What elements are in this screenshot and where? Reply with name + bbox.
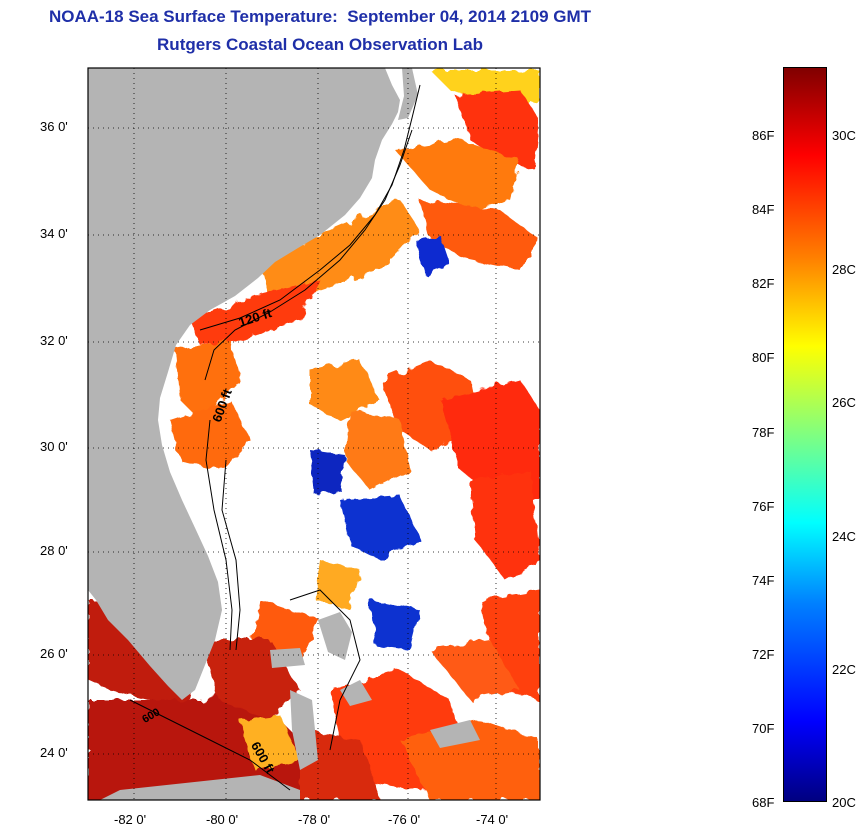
lon-label-82: -82 0': [114, 812, 147, 827]
lat-label-24: 24 0': [40, 745, 68, 760]
cb-label-30c: 30C: [832, 128, 856, 143]
colorbar-gradient: [783, 67, 827, 802]
sst-patches: [88, 70, 540, 800]
cb-label-72f: 72F: [752, 647, 775, 662]
cb-label-76f: 76F: [752, 499, 775, 514]
land-bahamas: [100, 612, 480, 800]
map-subtitle: Rutgers Coastal Ocean Observation Lab: [157, 35, 483, 54]
cb-label-78f: 78F: [752, 425, 775, 440]
land-mainland: [88, 68, 400, 700]
lat-label-36: 36 0': [40, 119, 68, 134]
cb-label-82f: 82F: [752, 276, 775, 291]
lon-label-80: -80 0': [206, 812, 239, 827]
cb-label-80f: 80F: [752, 350, 775, 365]
map-frame: [87, 67, 541, 801]
lat-label-30: 30 0': [40, 439, 68, 454]
lat-label-28: 28 0': [40, 543, 68, 558]
graticule: [88, 68, 540, 800]
lon-label-74: -74 0': [476, 812, 509, 827]
map-title: NOAA-18 Sea Surface Temperature: Septemb…: [48, 7, 592, 26]
cb-label-84f: 84F: [752, 202, 775, 217]
cb-label-20c: 20C: [832, 795, 856, 810]
map-area: [88, 68, 540, 800]
lon-label-76: -76 0': [388, 812, 421, 827]
lat-label-34: 34 0': [40, 226, 68, 241]
isobaths: [129, 84, 421, 791]
cb-label-26c: 26C: [832, 395, 856, 410]
lat-label-26: 26 0': [40, 646, 68, 661]
cb-label-70f: 70F: [752, 721, 775, 736]
cb-label-86f: 86F: [752, 128, 775, 143]
cb-label-22c: 22C: [832, 662, 856, 677]
lat-label-32: 32 0': [40, 333, 68, 348]
lon-label-78: -78 0': [298, 812, 331, 827]
cb-label-68f: 68F: [752, 795, 775, 810]
cb-label-74f: 74F: [752, 573, 775, 588]
cb-label-24c: 24C: [832, 529, 856, 544]
cb-label-28c: 28C: [832, 262, 856, 277]
colorbar: [783, 67, 827, 802]
